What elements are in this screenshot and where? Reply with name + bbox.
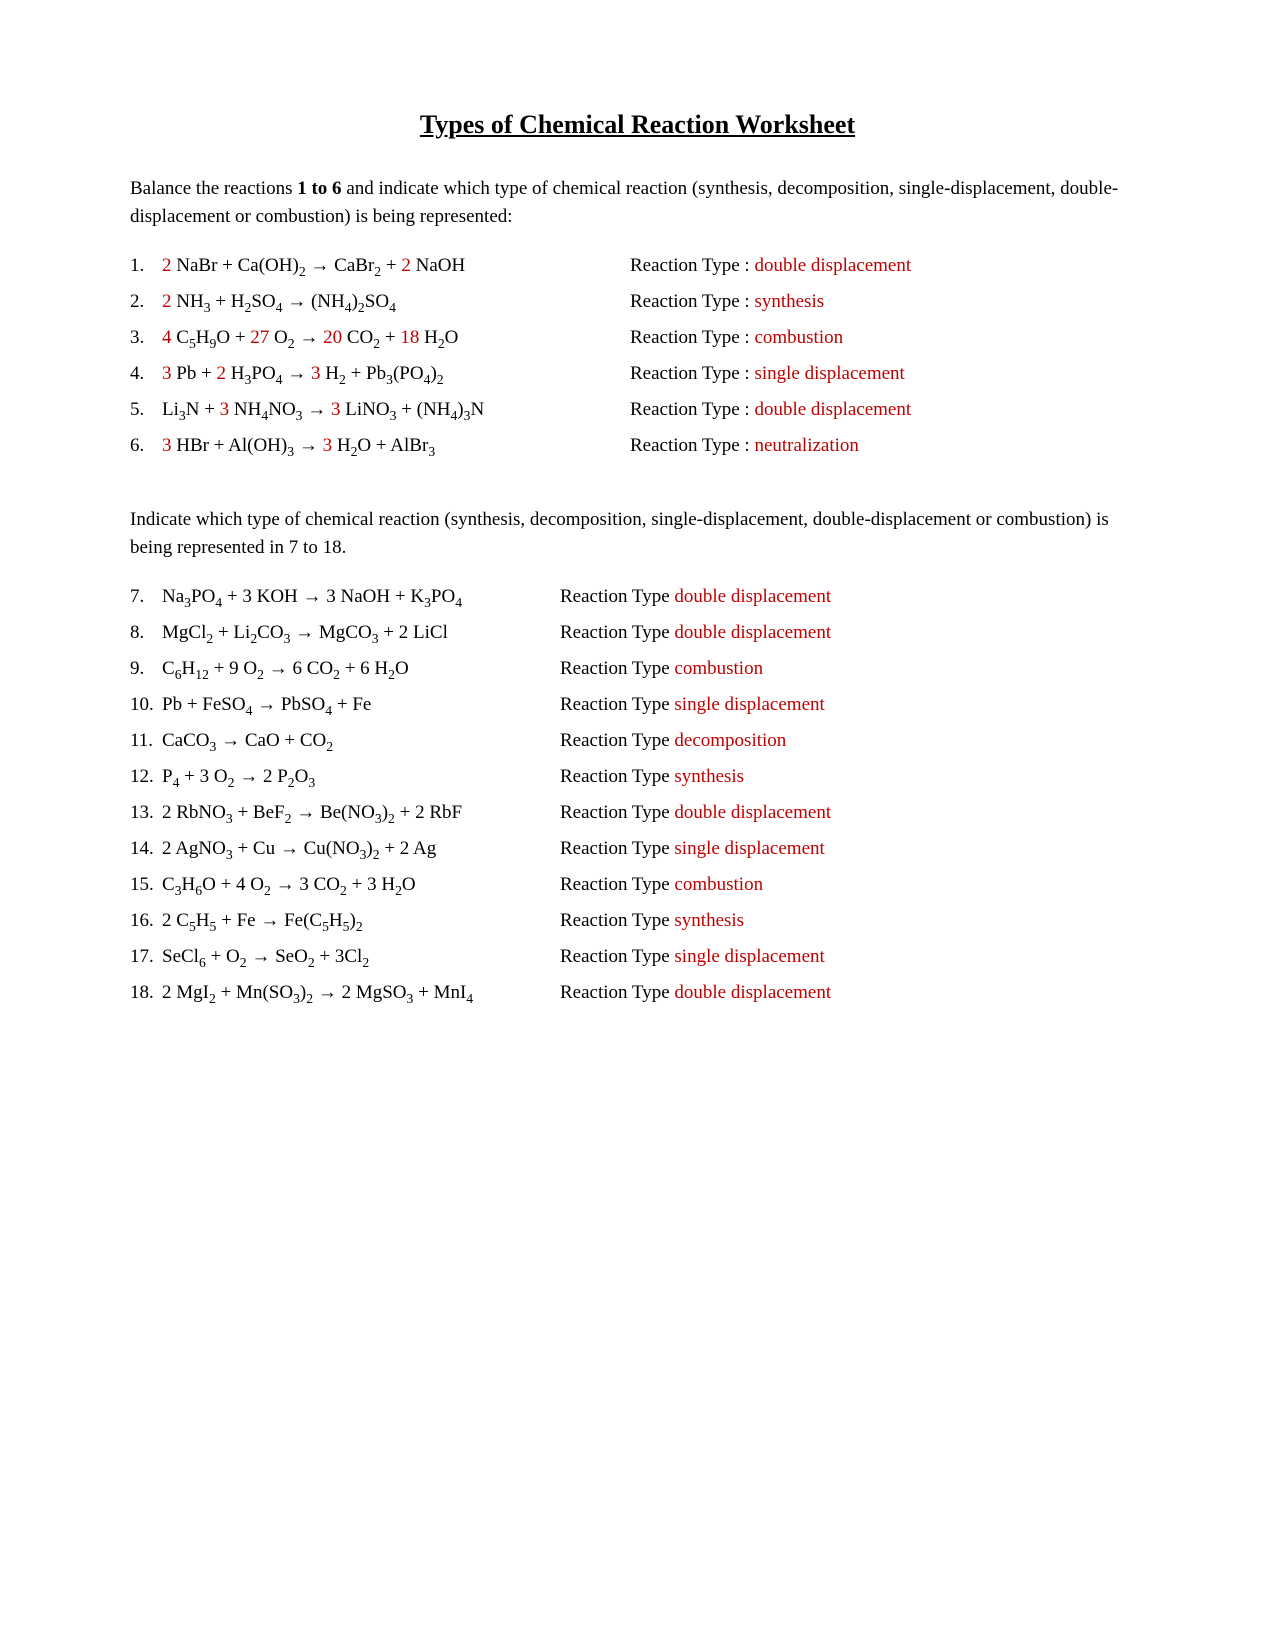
qnum: 11. [130,730,162,752]
qnum: 16. [130,910,162,932]
question-row-12: 12. P4 + 3 O2 → 2 P2O3 Reaction Type syn… [130,766,1145,788]
question-row-6: 6. 3 HBr + Al(OH)3 → 3 H2O + AlBr3 React… [130,435,1145,457]
equation: C6H12 + 9 O2 → 6 CO2 + 6 H2O [162,658,560,680]
question-row-11: 11. CaCO3 → CaO + CO2 Reaction Type deco… [130,730,1145,752]
qnum: 4. [130,363,162,385]
qnum: 17. [130,946,162,968]
qnum: 2. [130,291,162,313]
question-row-5: 5. Li3N + 3 NH4NO3 → 3 LiNO3 + (NH4)3N R… [130,399,1145,421]
instr1-b: 1 to 6 [297,178,341,199]
qnum: 10. [130,694,162,716]
equation: C3H6O + 4 O2 → 3 CO2 + 3 H2O [162,874,560,896]
equation: MgCl2 + Li2CO3 → MgCO3 + 2 LiCl [162,622,560,644]
question-row-16: 16. 2 C5H5 + Fe → Fe(C5H5)2 Reaction Typ… [130,910,1145,932]
equation: 2 NaBr + Ca(OH)2 → CaBr2 + 2 NaOH [162,255,630,277]
equation: Na3PO4 + 3 KOH → 3 NaOH + K3PO4 [162,586,560,608]
reaction-type: Reaction Type : synthesis [630,291,824,313]
equation: P4 + 3 O2 → 2 P2O3 [162,766,560,788]
question-row-17: 17. SeCl6 + O2 → SeO2 + 3Cl2 Reaction Ty… [130,946,1145,968]
question-row-3: 3. 4 C5H9O + 27 O2 → 20 CO2 + 18 H2O Rea… [130,327,1145,349]
reaction-type: Reaction Type single displacement [560,694,825,716]
question-row-14: 14. 2 AgNO3 + Cu → Cu(NO3)2 + 2 Ag React… [130,838,1145,860]
question-row-10: 10. Pb + FeSO4 → PbSO4 + Fe Reaction Typ… [130,694,1145,716]
equation: 3 Pb + 2 H3PO4 → 3 H2 + Pb3(PO4)2 [162,363,630,385]
reaction-type: Reaction Type single displacement [560,946,825,968]
qnum: 8. [130,622,162,644]
reaction-type: Reaction Type : single displacement [630,363,905,385]
equation: Li3N + 3 NH4NO3 → 3 LiNO3 + (NH4)3N [162,399,630,421]
qnum: 3. [130,327,162,349]
reaction-type: Reaction Type : neutralization [630,435,859,457]
reaction-type: Reaction Type : double displacement [630,399,911,421]
qnum: 18. [130,982,162,1004]
question-row-15: 15. C3H6O + 4 O2 → 3 CO2 + 3 H2O Reactio… [130,874,1145,896]
question-row-9: 9. C6H12 + 9 O2 → 6 CO2 + 6 H2O Reaction… [130,658,1145,680]
question-row-7: 7. Na3PO4 + 3 KOH → 3 NaOH + K3PO4 React… [130,586,1145,608]
equation: 4 C5H9O + 27 O2 → 20 CO2 + 18 H2O [162,327,630,349]
question-row-8: 8. MgCl2 + Li2CO3 → MgCO3 + 2 LiCl React… [130,622,1145,644]
page-title: Types of Chemical Reaction Worksheet [130,110,1145,140]
reaction-type: Reaction Type decomposition [560,730,786,752]
reaction-type: Reaction Type double displacement [560,586,831,608]
worksheet-page: Types of Chemical Reaction Worksheet Bal… [0,0,1275,1651]
qnum: 1. [130,255,162,277]
equation: 2 RbNO3 + BeF2 → Be(NO3)2 + 2 RbF [162,802,560,824]
equation: 2 MgI2 + Mn(SO3)2 → 2 MgSO3 + MnI4 [162,982,560,1004]
reaction-type: Reaction Type : double displacement [630,255,911,277]
qnum: 9. [130,658,162,680]
question-row-18: 18. 2 MgI2 + Mn(SO3)2 → 2 MgSO3 + MnI4 R… [130,982,1145,1004]
reaction-type: Reaction Type synthesis [560,910,744,932]
question-row-13: 13. 2 RbNO3 + BeF2 → Be(NO3)2 + 2 RbF Re… [130,802,1145,824]
qnum: 15. [130,874,162,896]
qnum: 6. [130,435,162,457]
qnum: 12. [130,766,162,788]
equation: SeCl6 + O2 → SeO2 + 3Cl2 [162,946,560,968]
reaction-type: Reaction Type : combustion [630,327,843,349]
question-row-4: 4. 3 Pb + 2 H3PO4 → 3 H2 + Pb3(PO4)2 Rea… [130,363,1145,385]
equation: 2 C5H5 + Fe → Fe(C5H5)2 [162,910,560,932]
equation: 2 NH3 + H2SO4 → (NH4)2SO4 [162,291,630,313]
qnum: 14. [130,838,162,860]
reaction-type: Reaction Type double displacement [560,802,831,824]
equation: 2 AgNO3 + Cu → Cu(NO3)2 + 2 Ag [162,838,560,860]
instructions-2: Indicate which type of chemical reaction… [130,506,1145,561]
qnum: 7. [130,586,162,608]
equation: CaCO3 → CaO + CO2 [162,730,560,752]
question-row-1: 1. 2 NaBr + Ca(OH)2 → CaBr2 + 2 NaOH Rea… [130,255,1145,277]
instr1-a: Balance the reactions [130,178,297,199]
reaction-type: Reaction Type synthesis [560,766,744,788]
reaction-type: Reaction Type double displacement [560,622,831,644]
qnum: 13. [130,802,162,824]
reaction-type: Reaction Type single displacement [560,838,825,860]
qnum: 5. [130,399,162,421]
reaction-type: Reaction Type combustion [560,874,763,896]
instructions-1: Balance the reactions 1 to 6 and indicat… [130,175,1145,230]
reaction-type: Reaction Type double displacement [560,982,831,1004]
question-row-2: 2. 2 NH3 + H2SO4 → (NH4)2SO4 Reaction Ty… [130,291,1145,313]
equation: 3 HBr + Al(OH)3 → 3 H2O + AlBr3 [162,435,630,457]
reaction-type: Reaction Type combustion [560,658,763,680]
equation: Pb + FeSO4 → PbSO4 + Fe [162,694,560,716]
